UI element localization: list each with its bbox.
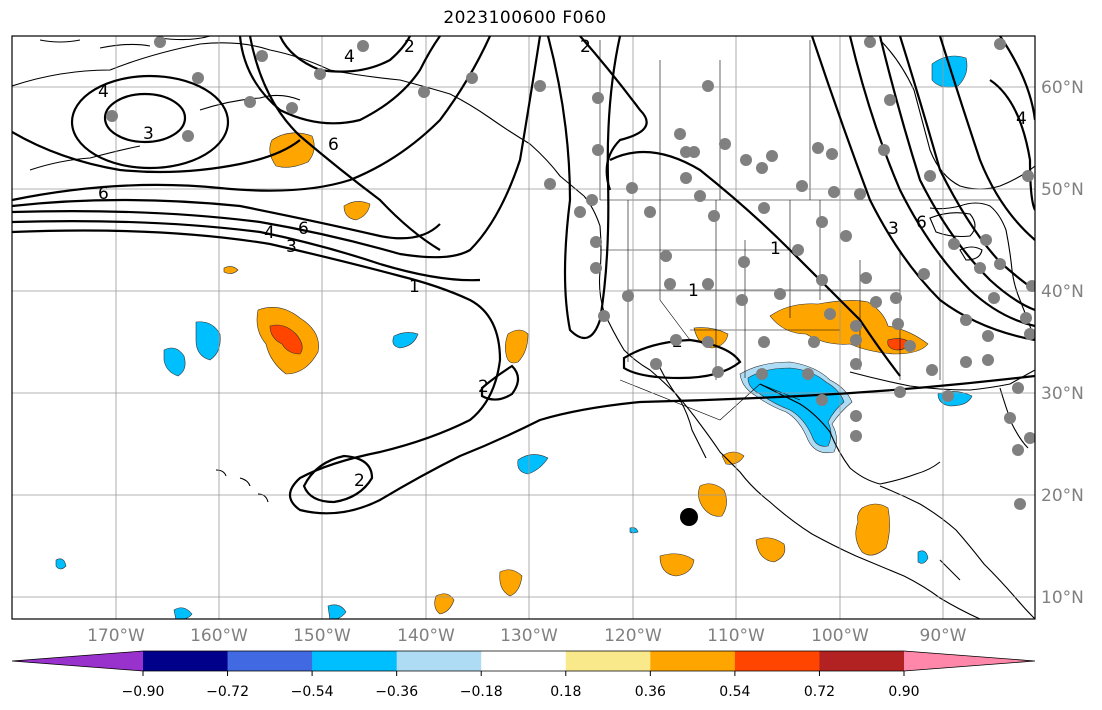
colorbar-tick-label: 0.36 [635,684,666,700]
lon-label: 150°W [293,626,351,646]
lon-label: 140°W [397,626,455,646]
colorbar-segment [819,651,904,671]
colorbar-segment [143,651,228,671]
contour-label: 3 [143,124,154,144]
colorbar-tick-label: 0.18 [550,684,581,700]
lon-label: 120°W [604,626,662,646]
contour-label: 3 [888,219,899,239]
contour-label: 6 [916,213,927,233]
contour-label: 2 [580,37,591,57]
lon-label: 110°W [707,626,765,646]
longitude-labels: 170°W 160°W 150°W 140°W 130°W 120°W 110°… [87,626,967,646]
colorbar-tick-label: 0.72 [804,684,835,700]
latitude-labels: 60°N 50°N 40°N 30°N 20°N 10°N [1041,78,1084,608]
contour-label: 3 [286,237,297,257]
lat-label: 30°N [1041,384,1084,404]
contour-label: 4 [344,47,355,67]
colorbar-segment [650,651,735,671]
contour-label: 2 [404,37,415,57]
colorbar-tick-label: 0.54 [719,684,750,700]
colorbar-tick-label: −0.18 [460,684,503,700]
colorbar: −0.90 −0.72 −0.54 −0.36 −0.18 0.18 0.36 0.54 0.7… [12,651,1035,700]
lon-label: 160°W [190,626,248,646]
contour-label: 1 [688,281,699,301]
lat-label: 40°N [1041,282,1084,302]
lat-label: 20°N [1041,486,1084,506]
contour-label: 4 [1016,109,1027,129]
center-marker [680,508,698,526]
contour-label: 2 [354,471,365,491]
lon-label: 100°W [811,626,869,646]
contour-label: 1 [409,277,420,297]
lat-label: 60°N [1041,78,1084,98]
colorbar-tick-label: −0.36 [375,684,418,700]
lon-label: 130°W [500,626,558,646]
lat-label: 10°N [1041,588,1084,608]
map-area: 4 3 6 6 6 3 4 1 2 2 2 1 1 2 4 2 3 6 4 [12,36,1038,620]
contour-label: 4 [98,82,109,102]
contour-label: 1 [770,239,781,259]
colorbar-segment [481,651,566,671]
contour-label: 6 [328,135,339,155]
colorbar-tick-label: −0.90 [122,684,165,700]
colorbar-tick-label: −0.54 [291,684,334,700]
lon-label: 170°W [87,626,145,646]
colorbar-segment [566,651,651,671]
lat-label: 50°N [1041,180,1084,200]
colorbar-segment [735,651,820,671]
colorbar-segment [397,651,482,671]
lon-label: 90°W [920,626,967,646]
contour-label: 2 [478,377,489,397]
contour-label: 4 [264,223,275,243]
contour-label: 6 [298,219,309,239]
contour-label: 6 [98,184,109,204]
colorbar-segment [228,651,313,671]
colorbar-tick-label: 0.90 [888,684,919,700]
colorbar-extend-max [904,651,1035,671]
colorbar-tick-label: −0.72 [206,684,249,700]
map-canvas: 4 3 6 6 6 3 4 1 2 2 2 1 1 2 4 2 3 6 4 [0,0,1102,710]
colorbar-segment [312,651,397,671]
colorbar-extend-min [12,651,143,671]
